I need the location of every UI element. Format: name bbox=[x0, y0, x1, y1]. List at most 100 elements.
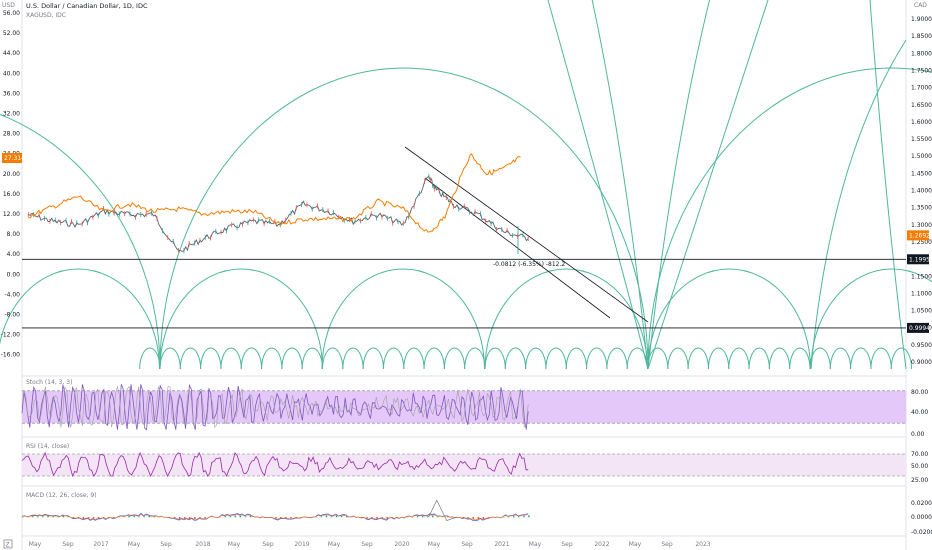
right-tick-label: 1.3500 bbox=[911, 205, 932, 212]
small-arc bbox=[423, 347, 445, 370]
macd-spike bbox=[428, 499, 457, 522]
right-large-arc bbox=[647, 67, 932, 370]
right-outer-arc bbox=[810, 39, 907, 370]
hline-lower-badge-text: 0.9994 bbox=[909, 325, 930, 332]
small-arc bbox=[484, 347, 506, 370]
macd-histogram-bar bbox=[386, 517, 388, 519]
small-arc bbox=[179, 347, 202, 370]
small-arc bbox=[545, 347, 567, 370]
macd-histogram-bar bbox=[477, 517, 480, 519]
hline-upper-badge-text: 1.1995 bbox=[909, 256, 930, 263]
macd-histogram-bar bbox=[381, 517, 383, 518]
indicator-tick-label: 0.0000 bbox=[911, 514, 932, 521]
right-tick-label: 0.9000 bbox=[911, 359, 932, 366]
time-tick-label: 2019 bbox=[294, 541, 309, 548]
right-tick-label: 1.5000 bbox=[911, 153, 932, 160]
macd-histogram-bar bbox=[47, 515, 49, 518]
macd-histogram-bar bbox=[426, 516, 429, 518]
medium-arc bbox=[647, 268, 811, 370]
macd-histogram-bar bbox=[518, 516, 520, 518]
macd-histogram-bar bbox=[467, 517, 469, 519]
right-tick-label: 1.8000 bbox=[911, 50, 932, 57]
time-tick-label: Sep bbox=[661, 541, 673, 548]
macd-histogram-bar bbox=[280, 517, 282, 519]
left-tick-label: -16.00 bbox=[1, 352, 21, 359]
left-tick-label: 12.00 bbox=[3, 211, 20, 218]
rsi-line bbox=[21, 451, 529, 478]
time-tick-label: 2021 bbox=[494, 541, 509, 548]
macd-histogram-bar bbox=[194, 517, 196, 519]
macd-histogram-bar bbox=[87, 517, 90, 519]
time-tick-label: 2020 bbox=[394, 541, 409, 548]
right-axis-ticks: 1.9000 1.8500 1.8000 1.7500 1.7000 1.6500 1.60… bbox=[911, 16, 932, 366]
small-arc bbox=[322, 347, 344, 370]
macd-histogram-bar bbox=[189, 517, 191, 519]
usdcad-last-badge-text: 1.2692 bbox=[909, 232, 930, 239]
trend-lines[interactable] bbox=[404, 146, 649, 323]
macd-histogram-bar bbox=[234, 515, 237, 518]
right-tick-label: 1.0500 bbox=[911, 308, 932, 315]
left-tick-label: 32.00 bbox=[3, 111, 20, 118]
macd-histogram-bar bbox=[32, 516, 34, 518]
small-arc bbox=[667, 347, 689, 370]
macd-signal-line bbox=[21, 514, 529, 520]
macd-histogram-bar bbox=[239, 515, 242, 518]
left-tick-label: 28.00 bbox=[3, 131, 20, 138]
indicator-name: Stoch (14, 3, 3) bbox=[26, 379, 72, 386]
macd-histogram-bar bbox=[22, 516, 24, 518]
macd-histogram-bar bbox=[113, 517, 115, 519]
macd-histogram-bar bbox=[97, 517, 100, 519]
right-tick-label: 1.6000 bbox=[911, 119, 932, 126]
small-arc bbox=[342, 347, 364, 370]
indicator-lines bbox=[21, 383, 530, 522]
horizontal-lines[interactable] bbox=[22, 258, 906, 329]
time-tick-label: May bbox=[128, 541, 141, 548]
macd-histogram-bar bbox=[275, 517, 277, 519]
macd-histogram-bar bbox=[507, 516, 510, 518]
time-tick-label: Sep bbox=[62, 541, 74, 548]
macd-histogram-bar bbox=[52, 516, 54, 518]
timezone-box[interactable] bbox=[3, 539, 13, 549]
right-unit-label: CAD bbox=[914, 2, 927, 9]
macd-histogram-bar bbox=[133, 516, 135, 518]
macd-histogram-bar bbox=[138, 516, 140, 518]
macd-histogram-bar bbox=[249, 515, 252, 518]
small-arc bbox=[890, 347, 913, 370]
small-arc bbox=[748, 347, 770, 370]
right-tick-label: 1.4500 bbox=[911, 170, 932, 177]
time-tick-label: May bbox=[629, 541, 642, 548]
trend-line-upper bbox=[404, 146, 649, 323]
macd-histogram-bar bbox=[366, 517, 368, 519]
macd-histogram-bar bbox=[330, 516, 333, 518]
chart-title: U.S. Dollar / Canadian Dollar, 1D, IDC bbox=[26, 2, 148, 10]
macd-histogram-bar bbox=[153, 516, 156, 518]
macd-histogram-bar bbox=[528, 515, 530, 518]
stoch-k-line bbox=[21, 383, 529, 431]
indicator-tick-label: 40.00 bbox=[911, 409, 928, 416]
macd-histogram-bar bbox=[128, 515, 130, 518]
macd-histogram-bar bbox=[421, 515, 424, 518]
macd-histogram-bar bbox=[67, 516, 70, 518]
time-tick-label: May bbox=[29, 541, 42, 548]
indicator-bands bbox=[22, 390, 906, 477]
small-arc bbox=[382, 347, 405, 370]
xag-last-badge bbox=[2, 153, 22, 163]
chart-subtitle: XAGUSD, IDC bbox=[26, 12, 66, 19]
tall-arc-right-2 bbox=[647, 0, 769, 370]
small-arc bbox=[626, 347, 648, 370]
indicator-tick-label: -0.0200 bbox=[911, 529, 932, 536]
small-arc bbox=[870, 347, 892, 370]
small-arc bbox=[504, 347, 527, 370]
price-series bbox=[27, 153, 529, 254]
hline-lower-badge bbox=[907, 322, 929, 333]
xag-last-badge-text: 27.314 bbox=[4, 155, 25, 162]
macd-histogram-bar bbox=[376, 517, 378, 519]
macd-histogram-bar bbox=[442, 516, 444, 518]
small-arc bbox=[707, 347, 730, 370]
left-tick-label: -8.00 bbox=[4, 312, 20, 319]
usdcad-last-badge bbox=[907, 230, 929, 241]
time-tick-label: Sep bbox=[160, 541, 172, 548]
right-tick-label: 1.4000 bbox=[911, 188, 932, 195]
right-tick-label: 1.1500 bbox=[911, 273, 932, 280]
